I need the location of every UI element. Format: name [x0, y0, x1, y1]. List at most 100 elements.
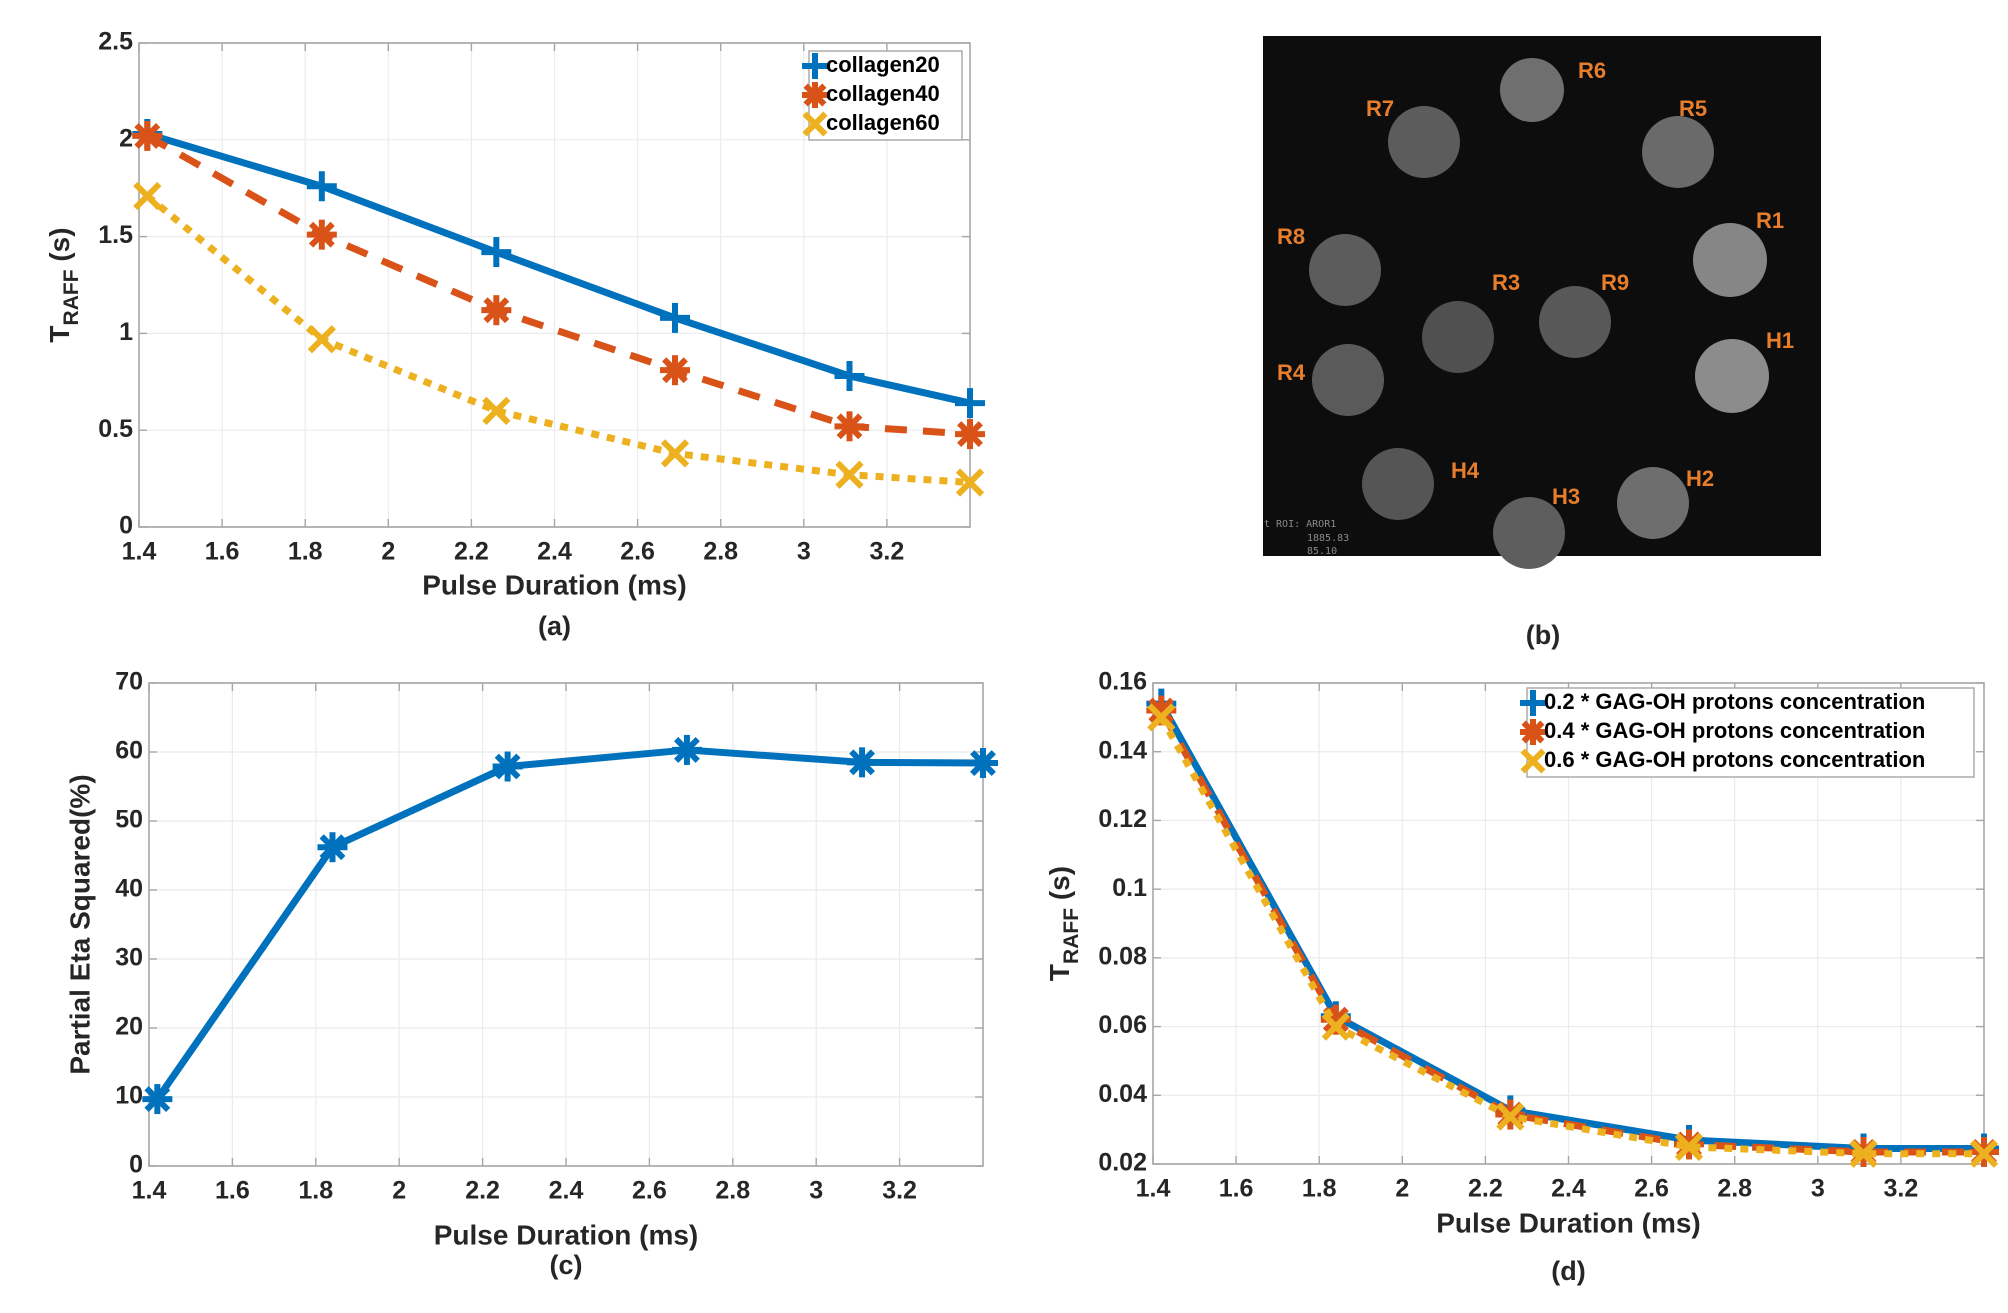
x-tick-label: 1.6	[215, 1177, 250, 1205]
data-point-s1-3	[659, 355, 690, 386]
data-point-s2-2-d2	[1496, 1102, 1525, 1131]
data-point-s2-0-d2	[133, 181, 162, 211]
data-point-s2-3	[1674, 1132, 1704, 1161]
panel-a-chart: 1.4 1.6 1.8 2 2.2 2.4 2.6 2.8 3 3.2 0 0.5 1 1.5 2 2.5 Pu…	[44, 28, 985, 641]
x-tick-label: 2	[381, 538, 395, 566]
panel-c-chart: 1.4 1.6 1.8 2 2.2 2.4 2.6 2.8 3 3.2 0 10 20 30 40 50 60 7…	[64, 668, 998, 1280]
y-tick-label: 2	[119, 124, 133, 152]
series-line-2	[1158, 715, 1984, 1158]
x-tick-label: 2.4	[1551, 1175, 1586, 1203]
data-point-s2-5-d2	[1969, 1139, 1999, 1168]
data-point-s1-1-d2	[1322, 1006, 1349, 1033]
mri-sample-label: H1	[1766, 328, 1794, 353]
legend-label-1: 0.4 * GAG-OH protons concentration	[1544, 718, 1925, 743]
legend-label-1: collagen40	[826, 81, 940, 106]
y-tick-label: 1	[119, 318, 133, 346]
data-point-s1-0-d2	[1148, 697, 1175, 724]
data-point-s0-0	[142, 1084, 173, 1115]
x-axis-label: Pulse Duration (ms)	[1436, 1207, 1700, 1238]
mri-sample-label: H4	[1451, 458, 1480, 483]
x-tick-label: 2.4	[537, 538, 572, 566]
data-point-s1-4-d2	[836, 413, 863, 440]
mri-sample-label: R4	[1277, 360, 1306, 385]
x-tick-label: 3	[1811, 1175, 1825, 1203]
data-point-s0-0-d2	[144, 1086, 171, 1112]
x-tick-label: 3.2	[1884, 1175, 1919, 1203]
data-point-s2-1	[1321, 1012, 1350, 1041]
series-line-0	[146, 130, 971, 407]
mri-sample-disk	[1309, 234, 1381, 306]
data-point-s1-2	[481, 295, 512, 326]
y-tick-label: 0	[119, 512, 133, 540]
x-tick-label: 1.4	[122, 538, 157, 566]
y-tick-label: 0.12	[1098, 805, 1147, 833]
panel-d-chart: 1.4 1.6 1.8 2 2.2 2.4 2.6 2.8 3 3.2 0.02 0.04 0.06 0.…	[1044, 668, 1999, 1286]
x-tick-label: 2.6	[620, 538, 655, 566]
mri-sample-label: R1	[1756, 208, 1784, 233]
x-tick-label: 2.6	[1634, 1175, 1669, 1203]
legend-marker-2	[1520, 748, 1546, 774]
y-tick-label: 0.06	[1098, 1011, 1147, 1039]
data-point-s0-2	[492, 751, 523, 782]
y-axis-label-unit: (s)	[1044, 866, 1075, 908]
panel-caption: (c)	[550, 1250, 583, 1280]
x-tick-label: 2	[392, 1177, 406, 1205]
mri-sample-disk	[1500, 58, 1564, 122]
data-point-s2-4-d2	[1849, 1139, 1878, 1168]
x-tick-label: 1.4	[1136, 1175, 1171, 1203]
y-axis-label: TRAFF (s)	[1044, 866, 1082, 981]
legend-label-0: 0.2 * GAG-OH protons concentration	[1544, 689, 1925, 714]
data-point-s1-1-d2	[308, 221, 335, 248]
data-point-s0-2	[481, 237, 512, 268]
mri-overlay-line-2: 1885.83	[1307, 533, 1349, 544]
data-point-s2-5	[1969, 1139, 1999, 1168]
data-point-s0-4	[847, 747, 878, 778]
mri-sample-label: R8	[1277, 224, 1305, 249]
y-tick-label: 30	[115, 944, 143, 972]
data-point-s2-3-d2	[1674, 1132, 1704, 1161]
x-axis-label: Pulse Duration (ms)	[422, 569, 686, 600]
x-tick-label: 2.8	[703, 538, 738, 566]
mri-sample-disk	[1695, 339, 1769, 413]
data-point-s2-1	[307, 325, 336, 354]
mri-sample-disk	[1362, 448, 1434, 520]
data-point-s1-3-d2	[662, 357, 688, 384]
y-axis-label-unit: (s)	[44, 227, 75, 269]
mri-sample-disk	[1493, 497, 1565, 569]
y-axis-label-main: T	[1044, 964, 1075, 981]
y-tick-label: 0.1	[1112, 874, 1147, 902]
data-point-s0-3-d2	[674, 737, 700, 763]
data-point-s0-1	[306, 171, 337, 202]
legend-marker-2-d2	[802, 111, 828, 137]
legend-marker-1	[802, 82, 828, 108]
y-tick-label: 70	[115, 668, 143, 696]
y-tick-label: 0.08	[1098, 942, 1147, 970]
mri-overlay-line-3: 85.10	[1307, 546, 1337, 557]
x-tick-label: 1.8	[288, 538, 323, 566]
data-point-s2-5-d2	[955, 468, 985, 497]
x-tick-label: 2.2	[454, 538, 489, 566]
y-tick-label: 0.5	[98, 415, 133, 443]
x-tick-label: 2.2	[1468, 1175, 1503, 1203]
data-point-s0-3	[659, 302, 690, 333]
mri-sample-label: R7	[1366, 96, 1394, 121]
legend-label-2: collagen60	[826, 110, 940, 135]
mri-sample-label: H3	[1552, 484, 1580, 509]
data-point-s2-4-d2	[835, 460, 864, 489]
mri-sample-label: R9	[1601, 270, 1629, 295]
mri-sample-disks	[1309, 58, 1769, 569]
x-tick-label: 2.6	[632, 1177, 667, 1205]
legend-marker-0	[1520, 690, 1546, 716]
data-point-s2-0	[1147, 703, 1176, 732]
mri-sample-disk	[1388, 106, 1460, 178]
data-point-s0-4-d2	[849, 749, 875, 776]
series-line-1	[145, 132, 971, 438]
data-point-s2-2	[482, 396, 511, 425]
y-axis-label-subscript: RAFF	[60, 269, 83, 325]
data-point-s1-2-d2	[483, 297, 510, 324]
y-axis-label-main: T	[44, 325, 75, 342]
y-tick-label: 60	[115, 737, 143, 765]
legend-marker-2-d2	[1520, 748, 1546, 774]
mri-sample-disk	[1642, 116, 1714, 188]
